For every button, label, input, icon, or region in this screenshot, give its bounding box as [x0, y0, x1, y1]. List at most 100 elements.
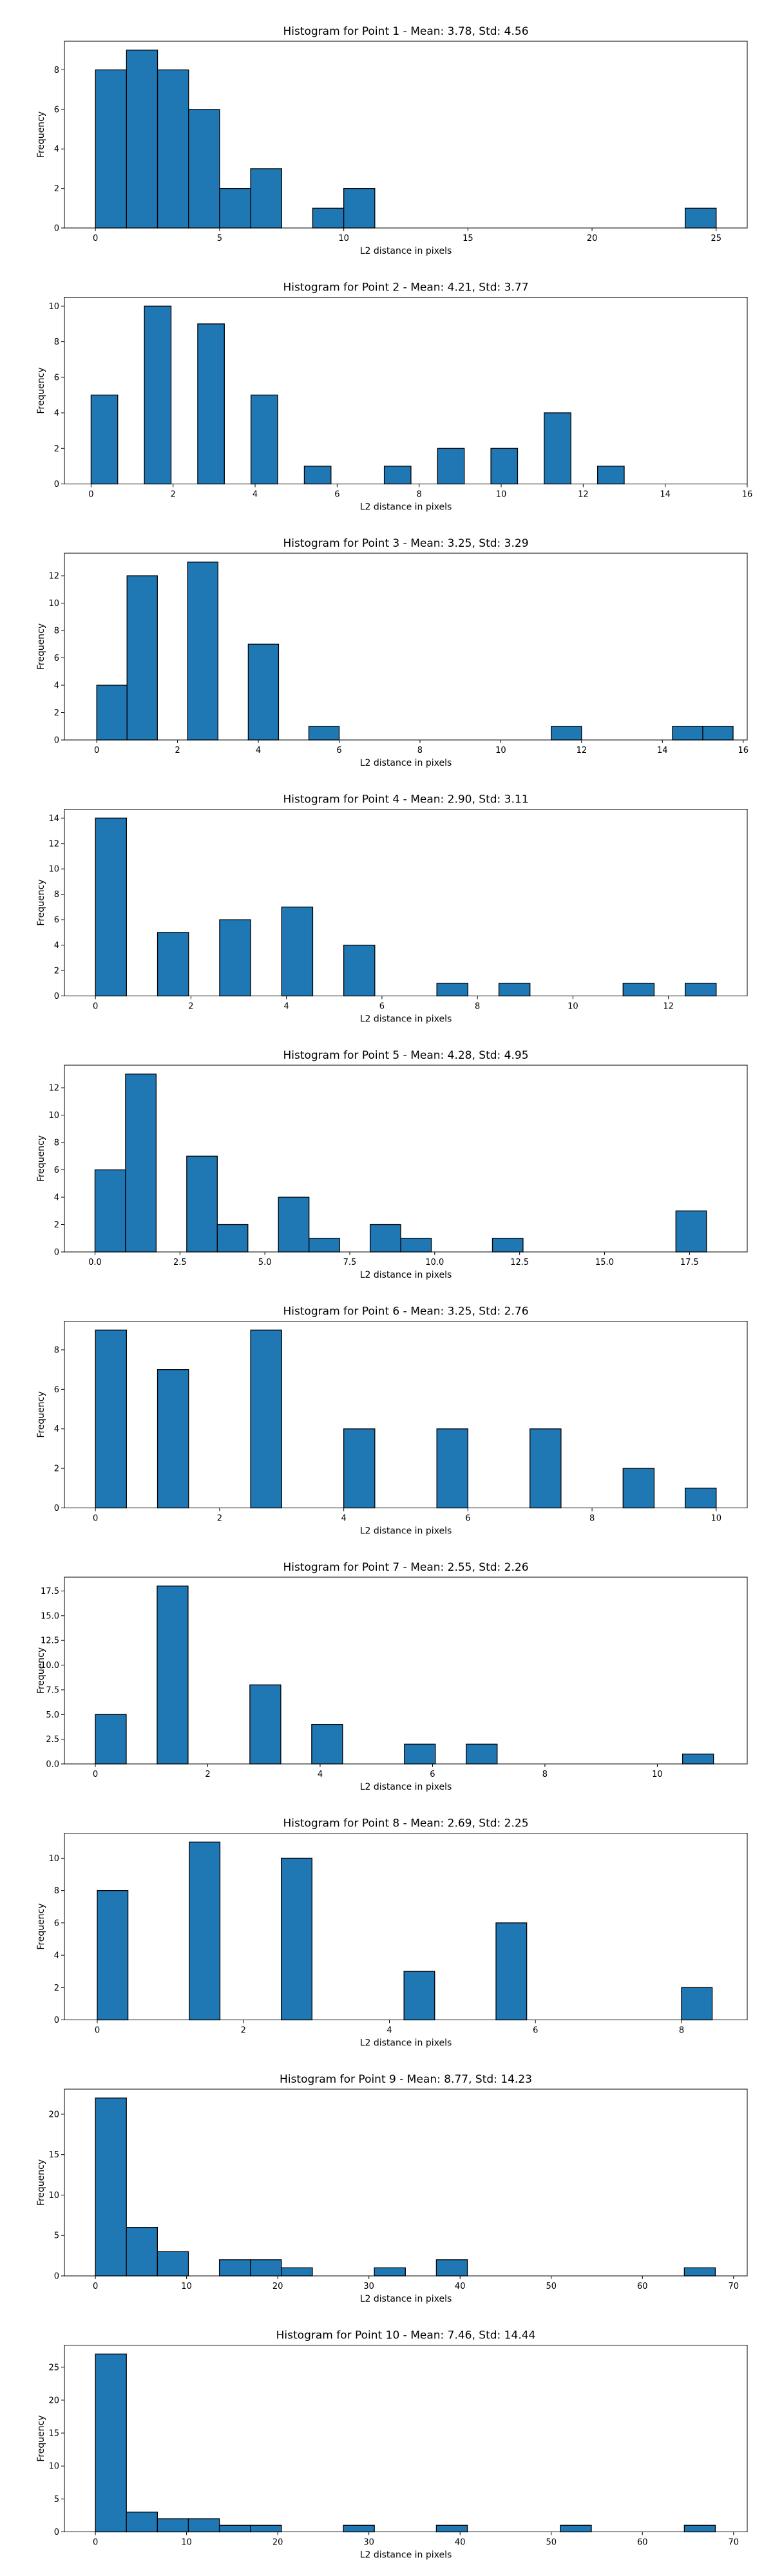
chart-title: Histogram for Point 3 - Mean: 3.25, Std:… — [283, 537, 528, 550]
histogram-bar — [435, 2524, 468, 2533]
y-tick-label: 8 — [54, 890, 59, 900]
histogram-bar — [281, 906, 314, 997]
x-tick-label: 4 — [256, 746, 261, 755]
y-tick-label: 0 — [54, 736, 59, 746]
y-tick-label: 4 — [54, 409, 59, 419]
x-tick-label: 70 — [728, 2282, 739, 2291]
x-axis-label: L2 distance in pixels — [360, 502, 452, 513]
y-tick-label: 15 — [48, 2429, 59, 2439]
x-tick-label: 5.0 — [258, 1258, 272, 1267]
histogram-bar — [216, 1224, 249, 1253]
x-tick-label: 10 — [652, 1770, 663, 1779]
histogram-bar — [622, 1468, 655, 1509]
y-tick-label: 10 — [48, 2191, 59, 2201]
y-tick-label: 10 — [48, 1111, 59, 1121]
y-tick-label: 10.0 — [41, 1661, 59, 1671]
y-axis-label: Frequency — [36, 111, 46, 158]
histogram-bar — [681, 1987, 713, 2021]
x-tick-label: 15.0 — [595, 1258, 614, 1267]
y-axis-label: Frequency — [36, 367, 46, 413]
x-axis-label: L2 distance in pixels — [360, 1270, 452, 1280]
x-tick-label: 6 — [465, 1514, 470, 1524]
histogram-bar — [187, 2518, 220, 2533]
x-tick-label: 2 — [171, 490, 176, 500]
histogram-panel-5: Histogram for Point 5 - Mean: 4.28, Std:… — [36, 1049, 748, 1280]
x-axis-label: L2 distance in pixels — [360, 246, 452, 256]
y-tick-label: 7.5 — [46, 1685, 59, 1695]
histogram-bar — [186, 1155, 218, 1253]
histogram-bar — [343, 2524, 375, 2533]
histogram-bar — [250, 168, 282, 229]
x-tick-label: 4 — [318, 1770, 323, 1779]
histogram-bar — [343, 1428, 376, 1509]
y-tick-label: 10 — [48, 865, 59, 875]
histogram-bar — [188, 109, 220, 229]
y-tick-label: 8 — [54, 1139, 59, 1148]
y-axis-label: Frequency — [36, 879, 46, 925]
histogram-panel-2: Histogram for Point 2 - Mean: 4.21, Std:… — [36, 281, 752, 513]
x-tick-label: 4 — [253, 490, 258, 500]
histogram-bar — [97, 1889, 129, 2021]
histogram-bar — [187, 562, 218, 741]
y-tick-label: 0.0 — [46, 1760, 59, 1770]
histogram-bar — [95, 817, 128, 997]
histogram-bar — [684, 1488, 717, 1509]
histogram-bar — [544, 412, 571, 485]
x-tick-label: 2.5 — [173, 1258, 187, 1267]
histogram-bar — [278, 1197, 310, 1253]
chart-title: Histogram for Point 7 - Mean: 2.55, Std:… — [283, 1561, 528, 1574]
histogram-bar — [247, 643, 280, 741]
histogram-bar — [498, 983, 531, 997]
histogram-bar — [400, 1238, 432, 1253]
chart-title: Histogram for Point 4 - Mean: 2.90, Std:… — [283, 793, 528, 806]
y-tick-label: 0 — [54, 1248, 59, 1258]
x-tick-label: 0 — [93, 2538, 98, 2548]
histogram-bar — [491, 1238, 524, 1253]
x-axis-label: L2 distance in pixels — [360, 2550, 452, 2561]
y-tick-label: 8 — [54, 1886, 59, 1896]
histogram-bar — [218, 2259, 251, 2277]
histogram-bar — [250, 2259, 282, 2277]
y-axis-label: Frequency — [36, 2415, 46, 2461]
y-tick-label: 6 — [54, 916, 59, 925]
histogram-bar — [308, 726, 340, 741]
x-tick-label: 50 — [546, 2538, 557, 2548]
histogram-bar — [436, 1428, 469, 1509]
histogram-bar — [404, 1743, 436, 1765]
x-tick-label: 8 — [417, 746, 423, 755]
y-tick-label: 0 — [54, 992, 59, 1001]
histogram-bar — [281, 1857, 312, 2021]
x-axis-label: L2 distance in pixels — [360, 1782, 452, 1792]
y-tick-label: 2 — [54, 184, 59, 194]
y-tick-label: 6 — [54, 373, 59, 383]
histogram-bar — [530, 1428, 562, 1509]
histogram-bar — [95, 69, 128, 229]
y-tick-label: 20 — [48, 2110, 59, 2119]
plot-frame — [64, 2088, 748, 2277]
x-axis-label: L2 distance in pixels — [360, 1526, 452, 1537]
chart-title: Histogram for Point 1 - Mean: 3.78, Std:… — [283, 25, 528, 38]
histogram-bar — [157, 2518, 189, 2533]
plot-frame — [64, 41, 748, 229]
x-tick-label: 8 — [475, 1002, 480, 1012]
histogram-bar — [683, 2267, 716, 2277]
x-tick-label: 12 — [577, 746, 587, 755]
histogram-bar — [437, 448, 465, 485]
y-tick-label: 12 — [48, 572, 59, 582]
histogram-bar — [495, 1922, 528, 2021]
chart-title: Histogram for Point 8 - Mean: 2.69, Std:… — [283, 1817, 528, 1830]
histogram-bar — [157, 69, 189, 229]
y-tick-label: 4 — [54, 941, 59, 951]
chart-title: Histogram for Point 2 - Mean: 4.21, Std:… — [283, 281, 528, 294]
histogram-bar — [197, 323, 225, 485]
x-tick-label: 16 — [742, 490, 753, 500]
histogram-bar — [249, 1684, 282, 1765]
x-tick-label: 10 — [711, 1514, 722, 1524]
x-tick-label: 10 — [568, 1002, 578, 1012]
y-tick-label: 0 — [54, 2272, 59, 2282]
x-tick-label: 20 — [587, 234, 598, 243]
y-tick-label: 0 — [54, 2016, 59, 2025]
x-tick-label: 2 — [205, 1770, 210, 1779]
y-axis-label: Frequency — [36, 2159, 46, 2206]
x-tick-label: 70 — [728, 2538, 739, 2548]
